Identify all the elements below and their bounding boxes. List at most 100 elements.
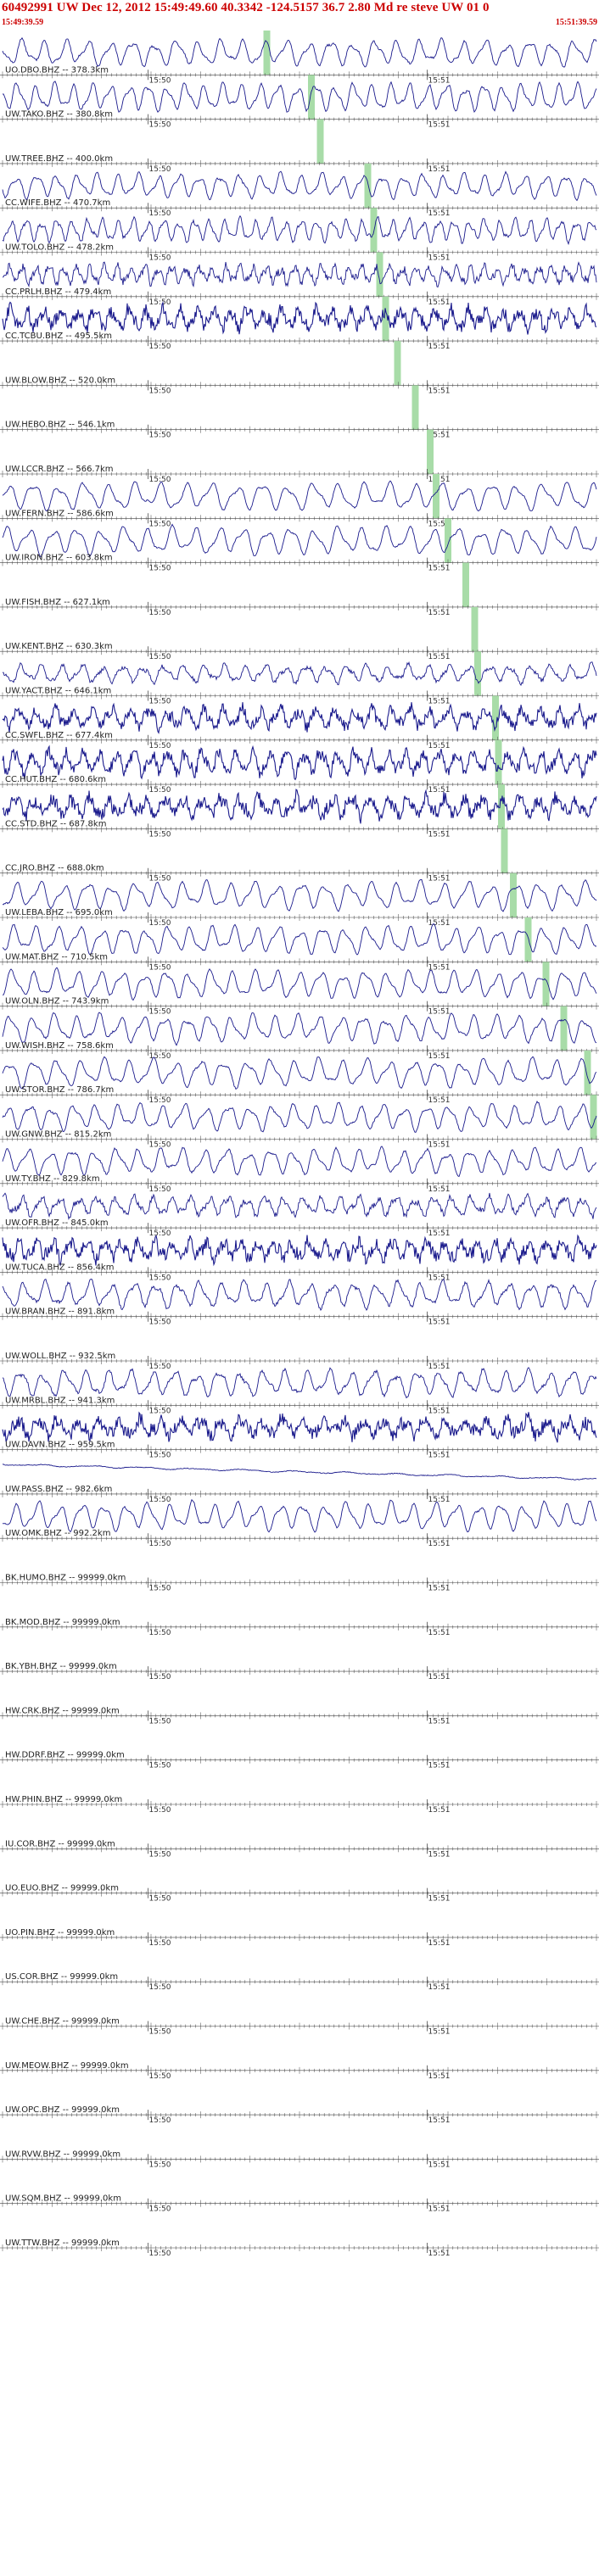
station-label: UW.TOLO.BHZ -- 478.2km — [5, 243, 114, 253]
station-label: UW.OPC.BHZ -- 99999.0km — [5, 2105, 120, 2115]
station-label: CC.PRLH.BHZ -- 479.4km — [5, 287, 111, 297]
pick-marker — [427, 429, 434, 474]
minute-label-1550: 15:50 — [149, 786, 171, 795]
minute-label-1550: 15:50 — [149, 2072, 171, 2081]
trace-waveform — [2, 36, 597, 68]
time-ticks — [2, 1535, 597, 1542]
minute-label-1551: 15:51 — [428, 387, 451, 395]
minute-label-1550: 15:50 — [149, 1008, 171, 1017]
pick-marker — [411, 385, 419, 430]
minute-label-1550: 15:50 — [149, 1141, 171, 1150]
time-ticks — [2, 1002, 597, 1010]
trace-waveform — [2, 261, 597, 288]
pick-marker — [590, 1095, 597, 1140]
time-ticks — [2, 1623, 597, 1631]
pick-marker — [501, 828, 508, 873]
station-label: UO.PIN.BHZ -- 99999.0km — [5, 1928, 115, 1938]
station-label: UW.LEBA.BHZ -- 695.0km — [5, 908, 113, 917]
trace-waveform — [2, 789, 597, 824]
minute-label-1550: 15:50 — [149, 1052, 171, 1061]
station-label: HW.DDRF.BHZ -- 99999.0km — [5, 1751, 125, 1760]
minute-label-1550: 15:50 — [149, 875, 171, 884]
time-ticks — [2, 1358, 597, 1364]
time-ticks — [2, 1490, 597, 1497]
pick-marker — [584, 1050, 591, 1096]
time-ticks — [2, 1712, 597, 1720]
station-label: UW.GNW.BHZ -- 815.2km — [5, 1130, 111, 1140]
trace-waveform — [2, 1192, 597, 1220]
time-ticks — [2, 1933, 597, 1941]
trace-waveform — [2, 1278, 597, 1312]
minute-label-1550: 15:50 — [149, 963, 171, 972]
minute-label-1551: 15:51 — [428, 254, 451, 263]
minute-label-1551: 15:51 — [428, 432, 451, 440]
time-ticks — [2, 159, 597, 167]
pick-marker — [498, 784, 505, 829]
station-label: UW.DAVN.BHZ -- 959.5km — [5, 1441, 115, 1450]
event-title: 60492991 UW Dec 12, 2012 15:49:49.60 40.… — [2, 1, 490, 14]
trace-waveform — [2, 923, 597, 956]
minute-label-1551: 15:51 — [428, 1185, 451, 1194]
time-ticks — [2, 71, 597, 79]
trace-waveform — [2, 1146, 597, 1178]
trace-waveform — [2, 702, 597, 734]
time-ticks — [2, 1046, 597, 1054]
minute-label-1551: 15:51 — [428, 653, 451, 661]
station-label: UW.OLN.BHZ -- 743.9km — [5, 997, 109, 1006]
station-label: UO.EUO.BHZ -- 99999.0km — [5, 1884, 119, 1893]
station-label: UW.TY.BHZ -- 829.8km — [5, 1174, 100, 1184]
station-label: UW.FISH.BHZ -- 627.1km — [5, 598, 110, 607]
pick-marker — [492, 695, 499, 740]
pick-marker — [382, 296, 389, 342]
station-label: UW.OMK.BHZ -- 992.2km — [5, 1529, 110, 1538]
trace-waveform — [3, 967, 597, 1001]
minute-label-1551: 15:51 — [428, 1939, 451, 1948]
pick-marker — [364, 163, 372, 209]
minute-label-1550: 15:50 — [149, 298, 171, 307]
station-label: BK.YBH.BHZ -- 99999.0km — [5, 1662, 117, 1671]
minute-label-1550: 15:50 — [149, 1983, 171, 1992]
trace-waveform — [2, 1012, 597, 1046]
station-label: UW.LCCR.BHZ -- 566.7km — [5, 465, 114, 474]
time-ticks — [2, 869, 597, 877]
time-ticks — [2, 648, 597, 655]
minute-label-1551: 15:51 — [428, 520, 451, 528]
minute-label-1551: 15:51 — [428, 1540, 451, 1548]
station-label: HW.CRK.BHZ -- 99999.0km — [5, 1706, 120, 1715]
minute-label-1550: 15:50 — [149, 830, 171, 839]
minute-label-1551: 15:51 — [428, 343, 451, 351]
minute-label-1551: 15:51 — [428, 1319, 451, 1327]
time-ticks — [2, 2022, 597, 2030]
trace-waveform — [2, 1367, 597, 1399]
plot-header: 60492991 UW Dec 12, 2012 15:49:49.60 40.… — [0, 0, 599, 31]
minute-label-1551: 15:51 — [428, 963, 451, 972]
station-label: UW.HEBO.BHZ -- 546.1km — [5, 421, 115, 430]
station-label: UW.CHE.BHZ -- 99999.0km — [5, 2017, 120, 2027]
minute-label-1550: 15:50 — [149, 1496, 171, 1504]
station-label: US.COR.BHZ -- 99999.0km — [5, 1972, 118, 1982]
station-label: UW.KENT.BHZ -- 630.3km — [5, 642, 113, 651]
end-time: 15:51:39.59 — [555, 18, 597, 27]
minute-label-1551: 15:51 — [428, 209, 451, 218]
station-label: CC.JRO.BHZ -- 688.0km — [5, 864, 104, 873]
time-ticks — [2, 293, 597, 300]
station-label: HW.PHIN.BHZ -- 99999.0km — [5, 1795, 122, 1804]
trace-waveform — [2, 81, 597, 114]
station-label: UW.TTW.BHZ -- 99999.0km — [5, 2239, 120, 2248]
minute-label-1551: 15:51 — [428, 919, 451, 928]
minute-label-1551: 15:51 — [428, 165, 451, 174]
trace-waveform — [2, 661, 597, 687]
minute-label-1550: 15:50 — [149, 254, 171, 263]
time-ticks — [2, 1756, 597, 1764]
station-label: BK.HUMO.BHZ -- 99999.0km — [5, 1574, 126, 1583]
minute-label-1551: 15:51 — [428, 830, 451, 839]
minute-label-1550: 15:50 — [149, 432, 171, 440]
minute-label-1551: 15:51 — [428, 1762, 451, 1770]
time-ticks — [2, 692, 597, 700]
time-ticks — [2, 1579, 597, 1586]
pick-marker — [524, 917, 532, 962]
trace-waveform — [2, 1101, 597, 1133]
time-ticks — [2, 382, 597, 389]
station-label: CC.HUT.BHZ -- 680.6km — [5, 775, 106, 784]
